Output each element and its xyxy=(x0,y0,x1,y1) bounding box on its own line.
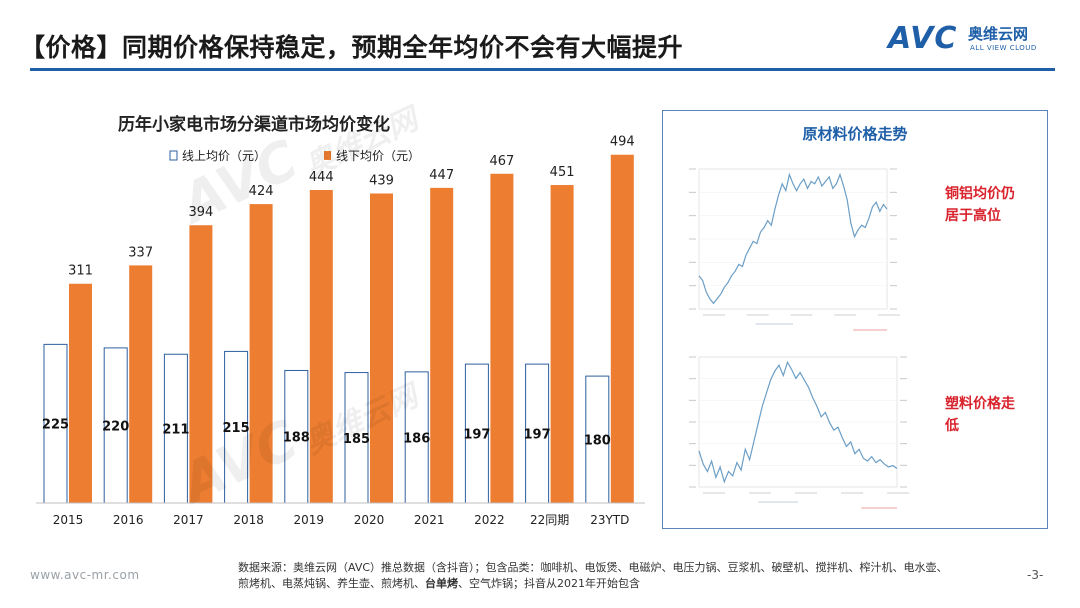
bar-offline xyxy=(550,185,574,504)
logo-name-en: ALL VIEW CLOUD xyxy=(970,44,1037,52)
bar-label-offline: 451 xyxy=(550,165,575,180)
chart-legend: 线上均价（元） 线下均价（元） xyxy=(169,149,420,163)
copper-aluminum-note: 铜铝均价仍 居于高位 xyxy=(945,183,1015,227)
bar-label-offline: 447 xyxy=(429,168,454,183)
page-number: -3- xyxy=(1027,568,1044,582)
bar-offline xyxy=(430,187,454,504)
note-line: 塑料价格走 xyxy=(945,396,1015,412)
bar-label-online: 186 xyxy=(403,431,430,446)
bar-offline xyxy=(610,154,634,504)
bar-label-online: 211 xyxy=(162,423,189,438)
x-tick-label: 2016 xyxy=(113,513,144,527)
source-line-2: 煎烤机、电蒸炖锅、养生壶、煎烤机、台单烤、空气炸锅；抖音从2021年开始包含 xyxy=(238,576,948,592)
x-tick-label: 2015 xyxy=(53,513,84,527)
source-line-1: 数据来源：奥维云网（AVC）推总数据（含抖音）；包含品类：咖啡机、电饭煲、电磁炉… xyxy=(238,561,948,574)
bar-label-offline: 394 xyxy=(188,205,213,220)
bar-offline xyxy=(370,193,393,503)
panel-title: 原材料价格走势 xyxy=(802,125,908,143)
note-line: 居于高位 xyxy=(945,208,1001,224)
copper-aluminum-chart xyxy=(677,155,909,337)
legend-swatch-offline xyxy=(324,151,331,160)
bar-offline xyxy=(490,173,514,503)
bar-label-offline: 444 xyxy=(309,170,334,185)
company-logo: AVC 奥维云网 ALL VIEW CLOUD xyxy=(888,22,1058,58)
price-series-line xyxy=(698,360,898,484)
bar-offline xyxy=(129,265,153,503)
bar-label-offline: 311 xyxy=(68,264,93,279)
x-tick-label: 2017 xyxy=(173,513,204,527)
title-divider xyxy=(30,68,1055,71)
bar-label-online: 185 xyxy=(343,432,370,447)
source-text-bold: 台单烤 xyxy=(425,577,458,590)
bar-chart: 线上均价（元） 线下均价（元） 225 311 2015 220 337 2016 211 394… xyxy=(36,135,645,527)
source-text: 煎烤机、电蒸炖锅、养生壶、煎烤机、 xyxy=(238,577,425,590)
x-tick-label: 2018 xyxy=(233,513,264,527)
bar-label-online: 188 xyxy=(283,431,310,446)
bar-offline xyxy=(189,225,213,504)
legend-label-online: 线上均价（元） xyxy=(182,149,266,163)
data-source-note: 数据来源：奥维云网（AVC）推总数据（含抖音）；包含品类：咖啡机、电饭煲、电磁炉… xyxy=(238,560,948,592)
bar-label-offline: 467 xyxy=(489,154,514,169)
legend-swatch-online xyxy=(169,150,178,161)
bar-offline xyxy=(309,189,333,504)
x-tick-label: 2021 xyxy=(414,513,445,527)
plastic-price-chart xyxy=(677,343,919,515)
note-line: 铜铝均价仍 xyxy=(945,186,1015,202)
bar-offline xyxy=(69,283,92,503)
bar-chart-title: 历年小家电市场分渠道市场均价变化 xyxy=(118,115,390,135)
note-line: 低 xyxy=(945,418,959,434)
legend-label-offline: 线下均价（元） xyxy=(336,149,420,163)
bar-label-online: 197 xyxy=(524,428,551,443)
website-url: www.avc-mr.com xyxy=(30,568,140,582)
bar-label-online: 220 xyxy=(102,419,129,434)
bar-label-online: 215 xyxy=(223,421,250,436)
source-text: 、空气炸锅；抖音从2021年开始包含 xyxy=(458,577,640,590)
raw-material-panel: 原材料价格走势 铜铝均价仍 居于高位 塑料价格走 低 xyxy=(662,110,1048,529)
logo-name-cn: 奥维云网 xyxy=(968,25,1029,43)
bar-label-offline: 424 xyxy=(249,184,274,199)
x-tick-label: 2020 xyxy=(354,513,385,527)
bar-label-offline: 439 xyxy=(369,174,394,189)
bar-offline xyxy=(249,204,273,503)
plastic-note: 塑料价格走 低 xyxy=(945,393,1015,437)
x-tick-label: 23YTD xyxy=(590,513,629,527)
page-title: 【价格】同期价格保持稳定，预期全年均价不会有大幅提升 xyxy=(20,33,684,62)
x-tick-label: 22同期 xyxy=(530,513,569,527)
bar-label-online: 197 xyxy=(463,428,490,443)
logo-mark: AVC xyxy=(888,21,958,56)
bar-label-online: 225 xyxy=(42,418,69,433)
bar-label-offline: 337 xyxy=(128,245,153,260)
price-series-line xyxy=(698,172,888,305)
x-tick-label: 2019 xyxy=(294,513,325,527)
bar-label-offline: 494 xyxy=(610,135,635,150)
x-tick-label: 2022 xyxy=(474,513,505,527)
bar-label-online: 180 xyxy=(584,434,611,449)
